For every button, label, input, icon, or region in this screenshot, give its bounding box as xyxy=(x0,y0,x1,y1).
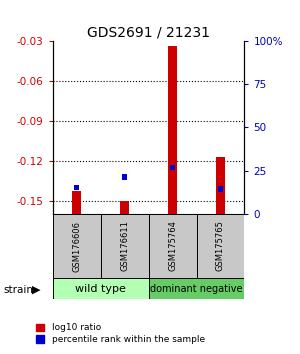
Bar xyxy=(168,46,177,214)
Text: GSM175765: GSM175765 xyxy=(216,221,225,272)
FancyBboxPatch shape xyxy=(100,214,148,278)
Text: ▶: ▶ xyxy=(32,285,40,295)
Bar xyxy=(74,185,79,190)
Bar xyxy=(72,192,81,214)
Text: wild type: wild type xyxy=(75,284,126,293)
FancyBboxPatch shape xyxy=(148,278,244,299)
FancyBboxPatch shape xyxy=(52,214,100,278)
Text: GSM176611: GSM176611 xyxy=(120,221,129,272)
FancyBboxPatch shape xyxy=(196,214,244,278)
FancyBboxPatch shape xyxy=(52,278,148,299)
Bar xyxy=(170,165,175,170)
Text: dominant negative: dominant negative xyxy=(150,284,243,293)
Bar xyxy=(120,201,129,214)
Legend: log10 ratio, percentile rank within the sample: log10 ratio, percentile rank within the … xyxy=(34,322,207,346)
Bar xyxy=(122,174,127,179)
Bar xyxy=(216,157,225,214)
Title: GDS2691 / 21231: GDS2691 / 21231 xyxy=(87,25,210,40)
Text: GSM175764: GSM175764 xyxy=(168,221,177,272)
Bar xyxy=(218,186,223,192)
Text: GSM176606: GSM176606 xyxy=(72,221,81,272)
Text: strain: strain xyxy=(3,285,33,295)
FancyBboxPatch shape xyxy=(148,214,196,278)
